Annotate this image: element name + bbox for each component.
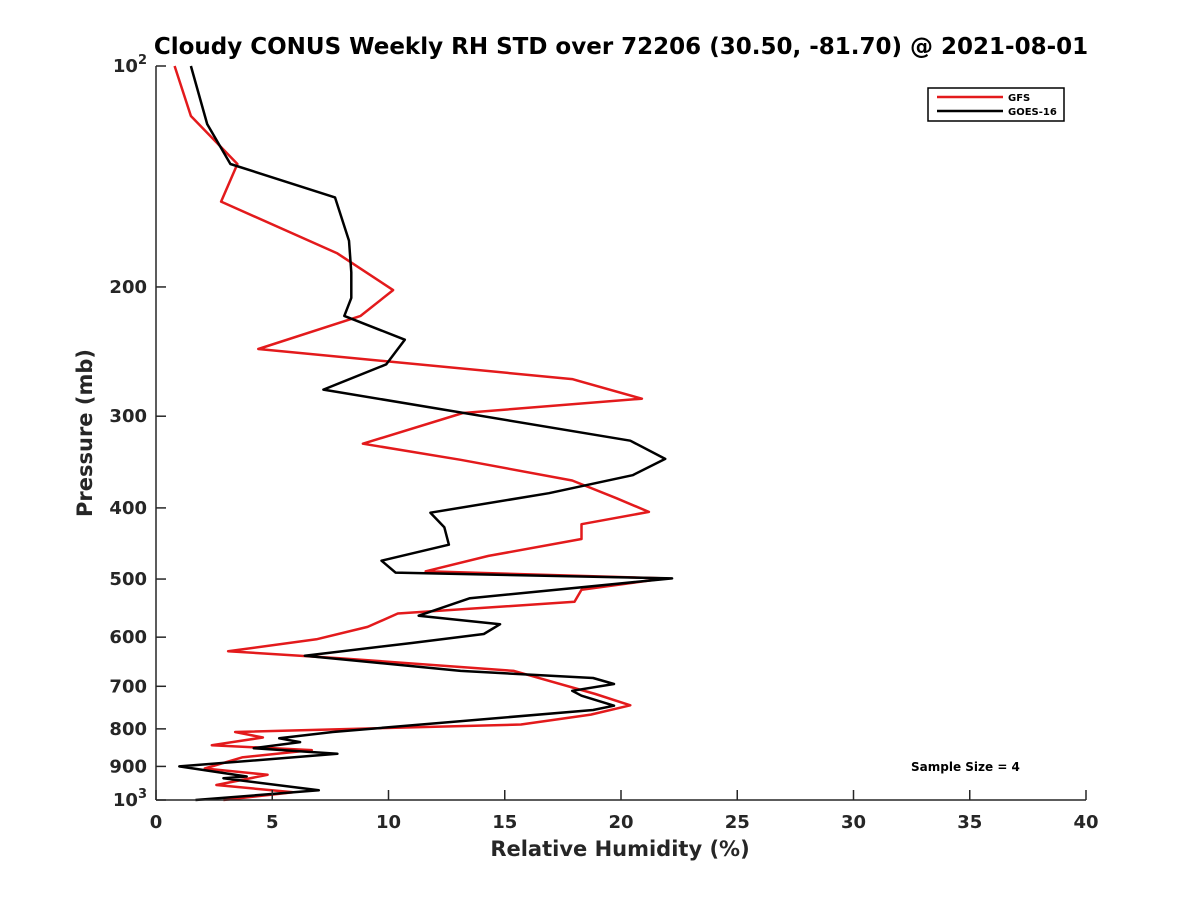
x-tick-label: 10 xyxy=(376,812,401,833)
x-tick-label: 15 xyxy=(492,812,517,833)
chart-title: Cloudy CONUS Weekly RH STD over 72206 (3… xyxy=(154,34,1088,60)
sample-size-annotation: Sample Size = 4 xyxy=(911,760,1020,774)
x-tick-label: 20 xyxy=(608,812,633,833)
x-tick-label: 30 xyxy=(841,812,866,833)
y-axis-label: Pressure (mb) xyxy=(73,349,97,517)
series-line-gfs xyxy=(173,65,667,802)
legend-label-goes16: GOES-16 xyxy=(1008,107,1057,118)
series-layer xyxy=(173,65,674,802)
y-tick-label: 600 xyxy=(109,627,147,648)
y-tick-label: 500 xyxy=(109,569,147,590)
y-tick-label: 800 xyxy=(109,719,147,740)
y-tick-label: 400 xyxy=(109,498,147,519)
y-tick-label: 102 xyxy=(113,53,147,77)
x-tick-label: 5 xyxy=(266,812,279,833)
y-tick-label: 200 xyxy=(109,277,147,298)
axes-layer: 0 5 10 15 20 25 30 35 40 102 200 300 400 500 600 700 800… xyxy=(109,53,1098,833)
x-tick-label: 40 xyxy=(1073,812,1098,833)
y-tick-label: 300 xyxy=(109,406,147,427)
legend-label-gfs: GFS xyxy=(1008,93,1030,104)
x-tick-label: 25 xyxy=(725,812,750,833)
x-tick-label: 35 xyxy=(957,812,982,833)
x-axis-label: Relative Humidity (%) xyxy=(490,837,749,861)
x-tick-label: 0 xyxy=(150,812,163,833)
y-tick-label: 103 xyxy=(113,787,147,811)
legend-box xyxy=(927,87,1065,122)
y-tick-label: 700 xyxy=(109,676,147,697)
legend: GFS GOES-16 xyxy=(927,87,1065,122)
series-line-goes16 xyxy=(178,65,674,802)
y-tick-label: 900 xyxy=(109,756,147,777)
